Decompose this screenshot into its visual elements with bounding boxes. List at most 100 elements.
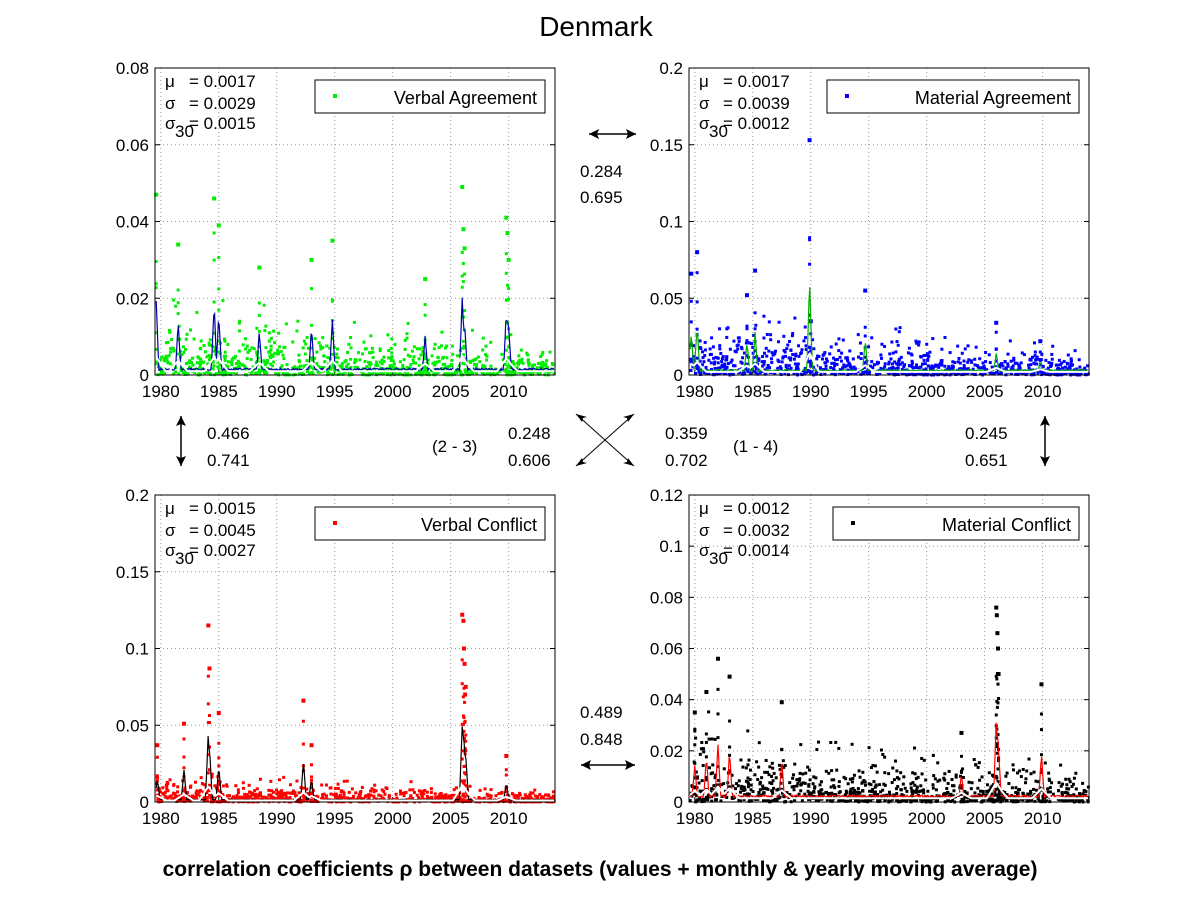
data-point xyxy=(980,794,984,798)
data-point xyxy=(804,347,808,351)
data-point xyxy=(383,792,387,796)
data-point xyxy=(172,796,176,800)
data-point xyxy=(956,360,960,364)
data-point xyxy=(923,371,927,375)
data-point xyxy=(321,336,325,340)
data-point xyxy=(995,776,999,780)
corr-right-yearly: 0.651 xyxy=(965,451,1008,470)
data-point xyxy=(461,353,465,357)
data-point xyxy=(461,792,465,796)
data-point xyxy=(412,791,416,795)
data-point xyxy=(297,365,301,369)
data-point xyxy=(463,783,467,787)
data-point xyxy=(995,751,999,755)
corr-left-monthly: 0.466 xyxy=(207,424,250,443)
data-point xyxy=(249,372,253,376)
corr-diag-1-4-yearly: 0.702 xyxy=(665,451,708,470)
data-point xyxy=(423,788,427,792)
data-point xyxy=(1024,781,1028,785)
data-point xyxy=(844,789,848,793)
data-point xyxy=(463,779,467,783)
data-point xyxy=(182,789,186,793)
data-point xyxy=(900,371,904,375)
double-arrow-vertical-icon xyxy=(176,416,186,466)
data-point xyxy=(852,791,856,795)
data-point xyxy=(483,796,487,800)
data-point xyxy=(879,356,883,360)
data-point xyxy=(160,370,164,374)
data-point xyxy=(552,790,556,794)
data-point xyxy=(1038,362,1042,366)
data-point xyxy=(872,780,876,784)
data-point xyxy=(810,370,814,374)
data-point xyxy=(879,748,883,752)
data-point xyxy=(220,799,224,803)
data-point xyxy=(380,362,384,366)
data-point xyxy=(230,363,234,367)
data-point xyxy=(331,363,335,367)
data-point xyxy=(703,371,707,375)
data-point xyxy=(731,796,735,800)
data-point xyxy=(222,337,226,341)
data-point xyxy=(241,343,245,347)
data-point xyxy=(317,341,321,345)
corr-top-monthly: 0.284 xyxy=(580,162,623,181)
yearly-moving-average xyxy=(155,354,555,373)
data-point xyxy=(212,331,216,335)
data-point xyxy=(911,781,915,785)
data-point xyxy=(970,781,974,785)
data-point xyxy=(818,783,822,787)
y-tick-label: 0.06 xyxy=(116,136,149,155)
data-point xyxy=(709,367,713,371)
data-point xyxy=(954,775,958,779)
data-point xyxy=(956,344,960,348)
data-point xyxy=(785,791,789,795)
data-point xyxy=(695,327,699,331)
data-point xyxy=(905,789,909,793)
data-point xyxy=(431,361,435,365)
data-point xyxy=(996,682,1000,686)
data-point xyxy=(742,789,746,793)
data-point xyxy=(849,367,853,371)
data-point xyxy=(1006,362,1010,366)
data-point xyxy=(538,793,542,797)
data-point xyxy=(998,363,1002,367)
data-points xyxy=(688,605,1090,804)
data-point xyxy=(882,782,886,786)
data-point xyxy=(777,320,781,324)
data-point xyxy=(409,794,413,798)
data-point xyxy=(159,357,163,361)
data-point xyxy=(866,798,870,802)
data-point xyxy=(752,333,756,337)
spike-point xyxy=(206,623,211,628)
data-point xyxy=(240,363,244,367)
data-point xyxy=(854,790,858,794)
data-point xyxy=(984,360,988,364)
data-point xyxy=(863,355,867,359)
data-point xyxy=(205,355,209,359)
sigma30-value: = 0.0012 xyxy=(723,114,790,133)
y-tick-label: 0.02 xyxy=(116,289,149,308)
data-point xyxy=(716,361,720,365)
data-point xyxy=(764,758,768,762)
data-point xyxy=(341,372,345,376)
data-point xyxy=(195,797,199,801)
data-point xyxy=(761,793,765,797)
data-point xyxy=(873,764,877,768)
data-point xyxy=(212,258,216,262)
data-point xyxy=(1017,364,1021,368)
data-point xyxy=(197,371,201,375)
data-point xyxy=(723,362,727,366)
data-point xyxy=(908,364,912,368)
data-point xyxy=(702,360,706,364)
data-point xyxy=(765,799,769,803)
data-point xyxy=(998,789,1002,793)
data-point xyxy=(979,789,983,793)
axes-frame xyxy=(154,67,556,376)
data-point xyxy=(206,371,210,375)
data-point xyxy=(417,364,421,368)
data-point xyxy=(382,789,386,793)
data-point xyxy=(426,796,430,800)
data-point xyxy=(525,796,529,800)
data-point xyxy=(713,776,717,780)
